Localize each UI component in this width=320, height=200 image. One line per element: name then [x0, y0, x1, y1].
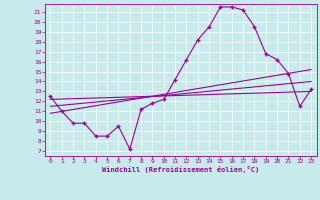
X-axis label: Windchill (Refroidissement éolien,°C): Windchill (Refroidissement éolien,°C) [102, 166, 260, 173]
